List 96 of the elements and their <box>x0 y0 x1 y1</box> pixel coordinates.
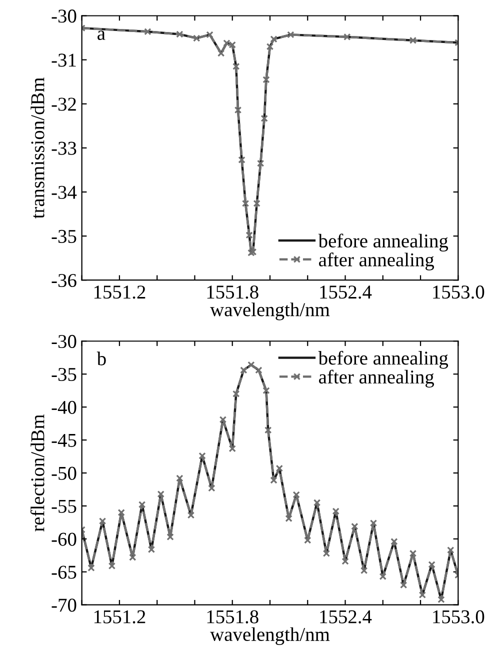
point <box>166 533 174 541</box>
point <box>144 28 152 36</box>
legend-label: after annealing <box>319 252 434 270</box>
point <box>276 464 284 472</box>
point <box>270 35 278 43</box>
point <box>242 200 250 208</box>
point <box>228 444 236 452</box>
point <box>304 536 312 544</box>
x-tick-label: 1552.4 <box>320 610 372 624</box>
point <box>208 484 216 492</box>
point <box>198 452 206 460</box>
x-tick-label: 1553.0 <box>433 286 484 299</box>
point <box>192 34 200 42</box>
y-tick-label: -33 <box>52 142 76 155</box>
y-tick-label: -45 <box>52 434 76 447</box>
point <box>88 564 95 572</box>
y-tick-label: -30 <box>52 10 76 23</box>
x-axis-title: wavelength/nm <box>210 302 330 320</box>
y-tick-label: -55 <box>52 500 76 513</box>
point <box>351 522 358 530</box>
point <box>217 50 225 57</box>
point <box>248 249 255 256</box>
legend-label: after annealing <box>319 370 434 388</box>
y-tick-label: -30 <box>52 334 76 348</box>
point <box>360 566 368 574</box>
point <box>219 416 227 424</box>
point <box>344 33 351 41</box>
x-tick-label: 1551.8 <box>207 610 258 624</box>
point <box>379 572 386 580</box>
point <box>438 596 445 604</box>
x-axis-title: wavelength/nm <box>210 627 330 646</box>
y-tick-label: -70 <box>52 598 76 612</box>
y-axis-title: transmission/dBm <box>30 77 44 218</box>
x-tick-label: 1551.2 <box>94 286 146 299</box>
point <box>176 474 184 482</box>
text: before annealing <box>318 350 448 369</box>
point <box>253 200 260 208</box>
legend-label: before annealing <box>318 234 448 252</box>
point <box>118 508 125 516</box>
point <box>285 514 292 522</box>
y-tick-label: -40 <box>52 400 76 414</box>
y-tick-label: -34 <box>52 186 77 199</box>
point <box>232 62 240 70</box>
point <box>246 232 253 239</box>
point <box>428 561 436 568</box>
y-tick-label: -65 <box>52 566 76 579</box>
point <box>176 30 184 38</box>
x-tick-label: 1553.0 <box>433 610 484 624</box>
annotation: b <box>96 352 106 366</box>
point <box>332 508 340 515</box>
point <box>313 499 321 506</box>
point <box>138 501 146 508</box>
point <box>370 519 378 527</box>
point <box>157 490 164 498</box>
point <box>187 512 195 519</box>
y-tick-label: -35 <box>52 230 76 243</box>
point <box>342 558 349 565</box>
point <box>249 248 257 256</box>
y-tick-label: -31 <box>52 54 76 67</box>
point <box>238 156 246 164</box>
point <box>108 562 116 570</box>
x-tick-label: 1551.8 <box>207 286 258 299</box>
annotation: a <box>98 30 106 40</box>
y-tick-label: -35 <box>52 368 76 382</box>
point <box>148 546 156 554</box>
point <box>292 491 300 498</box>
point <box>262 76 270 84</box>
point <box>270 476 278 484</box>
point <box>266 42 274 50</box>
point <box>400 581 408 589</box>
y-tick-label: -36 <box>52 274 76 288</box>
point <box>287 31 294 38</box>
point <box>232 390 240 398</box>
point <box>234 106 242 114</box>
x-tick-label: 1552.4 <box>320 286 372 299</box>
y-tick-label: -50 <box>52 466 76 480</box>
point <box>409 36 417 44</box>
point <box>240 366 248 374</box>
point <box>260 114 268 122</box>
point <box>264 426 272 434</box>
point <box>248 361 255 368</box>
point <box>256 160 264 167</box>
point <box>447 546 454 554</box>
point <box>206 31 214 38</box>
point <box>409 550 417 558</box>
point <box>255 366 262 374</box>
y-tick-label: -32 <box>52 98 76 111</box>
y-tick-label: -60 <box>52 532 76 546</box>
point <box>322 550 330 558</box>
point <box>98 517 106 525</box>
point <box>418 591 426 599</box>
point <box>262 386 270 394</box>
point <box>390 538 398 546</box>
point <box>129 554 136 561</box>
y-axis-title: reflection/dBm <box>30 414 44 532</box>
x-tick-label: 1551.2 <box>94 610 146 624</box>
